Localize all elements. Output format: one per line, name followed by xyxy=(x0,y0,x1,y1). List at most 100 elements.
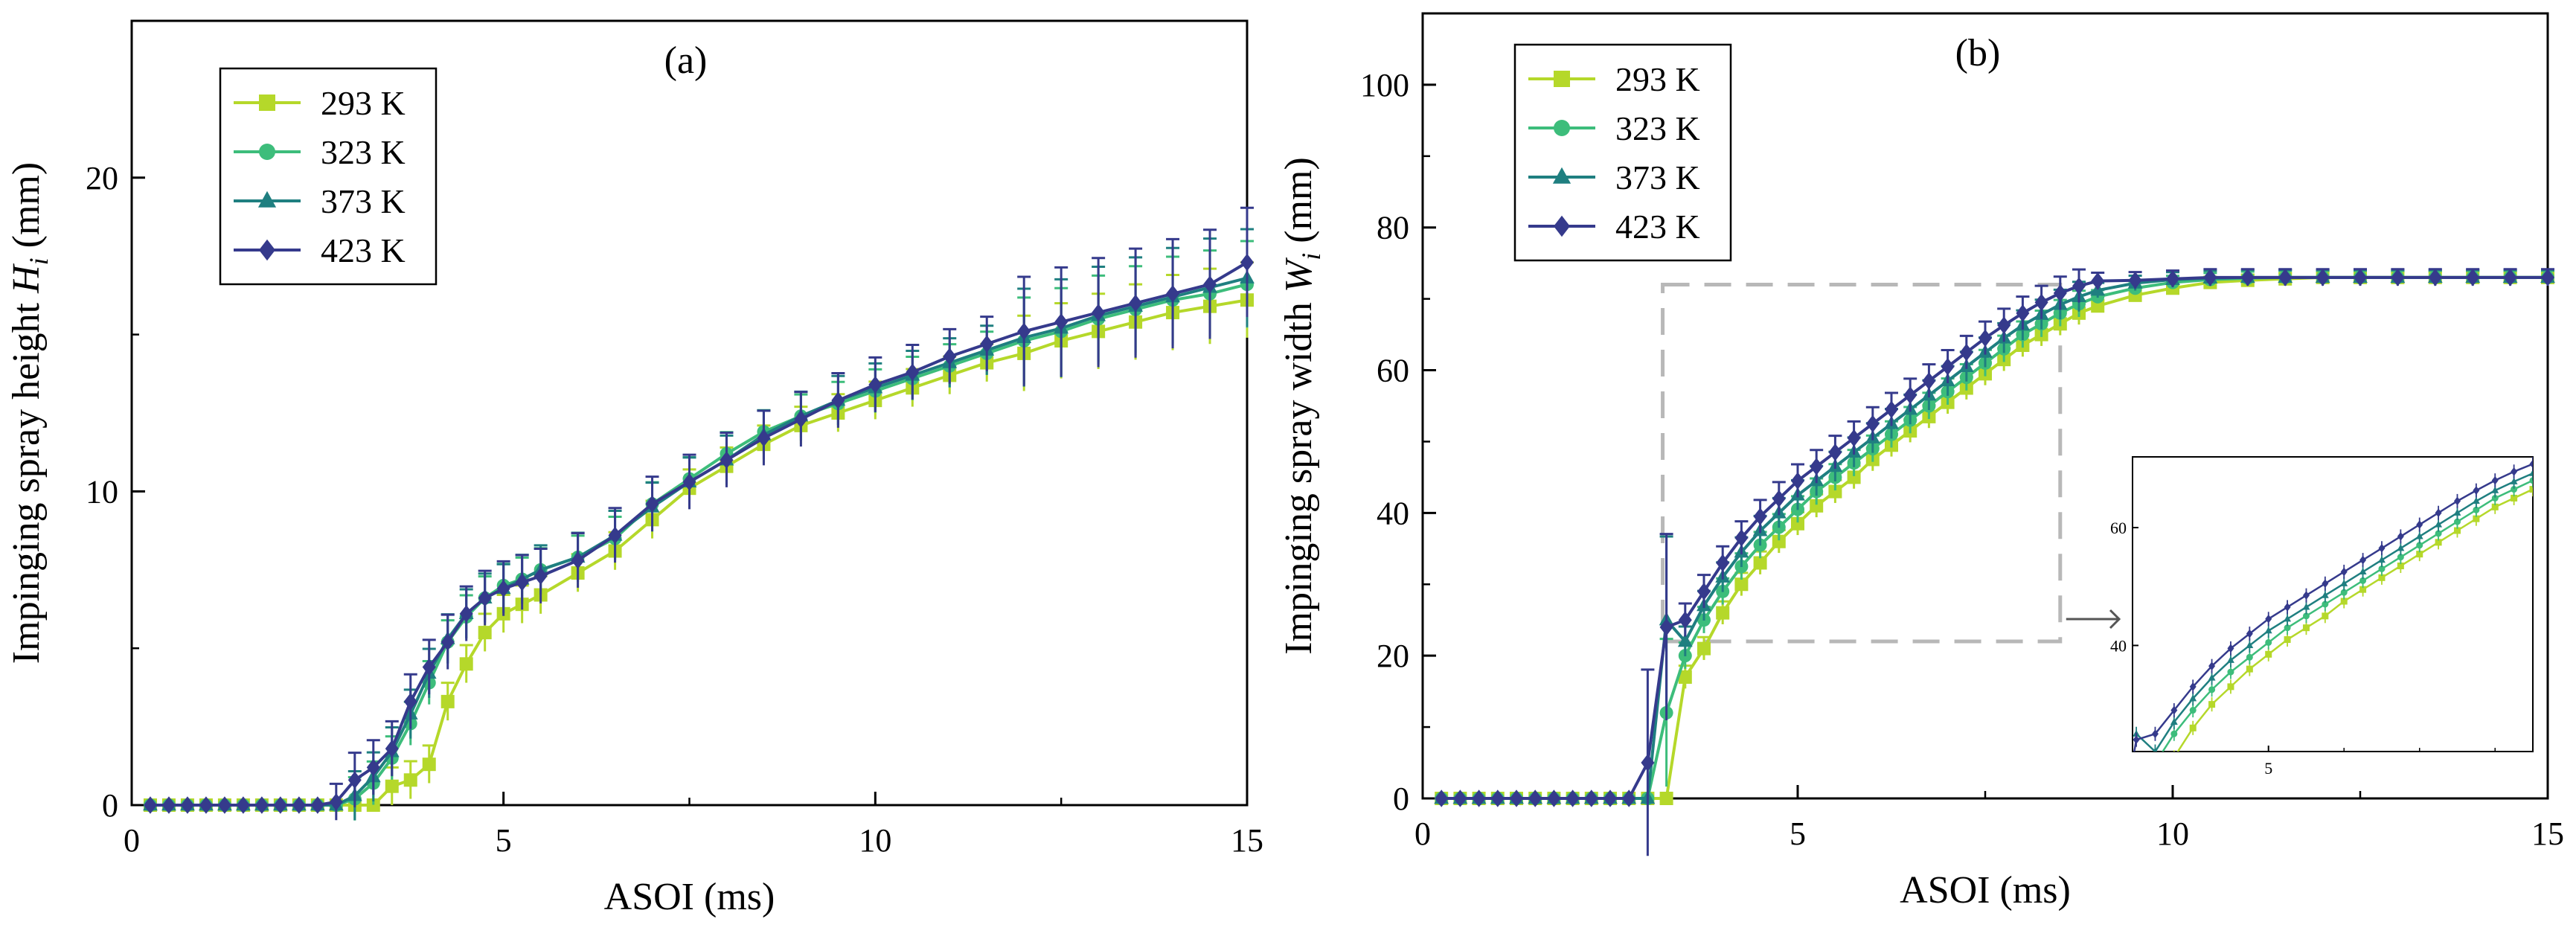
inset-data-point xyxy=(2473,515,2480,522)
data-point xyxy=(1810,499,1824,513)
data-point xyxy=(831,391,845,409)
data-point xyxy=(1584,789,1598,807)
inset-data-point xyxy=(2548,454,2555,463)
legend-label: 293 K xyxy=(1615,60,1700,98)
data-point xyxy=(2091,272,2105,290)
data-point xyxy=(1092,304,1106,321)
inset-data-point xyxy=(2208,673,2216,681)
inset-data-point xyxy=(2340,567,2348,577)
data-point xyxy=(217,796,231,814)
series-line xyxy=(150,276,1248,807)
inset-data-point xyxy=(2246,653,2253,661)
y-tick-label: 0 xyxy=(1393,781,1409,817)
data-point xyxy=(440,694,455,708)
inset-data-point xyxy=(2416,542,2423,549)
legend-marker xyxy=(1554,71,1570,87)
series-line xyxy=(150,298,1248,807)
inset-data-point xyxy=(2208,662,2216,671)
data-point xyxy=(366,798,380,812)
data-point xyxy=(2072,277,2086,295)
legend-label: 323 K xyxy=(1615,109,1700,147)
inset-data-point xyxy=(2378,543,2386,553)
data-point xyxy=(1734,529,1749,547)
inset-data-point xyxy=(2189,724,2197,731)
data-point xyxy=(1865,414,1880,433)
data-point xyxy=(868,376,882,394)
legend-marker xyxy=(259,94,275,111)
data-point xyxy=(1472,789,1486,807)
inset-data-point xyxy=(2265,638,2272,646)
data-point xyxy=(943,347,957,365)
data-point xyxy=(180,796,194,814)
inset-data-point xyxy=(2322,579,2329,589)
data-point xyxy=(906,363,920,381)
inset-data-point xyxy=(2265,614,2272,624)
data-point xyxy=(534,567,548,585)
inset-data-point xyxy=(2359,586,2367,593)
data-point xyxy=(1203,275,1217,293)
inset-data-point xyxy=(2453,518,2461,525)
data-point xyxy=(1678,611,1692,629)
legend-label: 373 K xyxy=(1615,158,1700,196)
inset-x-tick-label: 5 xyxy=(2264,759,2272,778)
inset-data-point xyxy=(2133,807,2140,814)
inset-data-point xyxy=(2246,629,2253,638)
data-point xyxy=(1772,534,1786,548)
series-373K xyxy=(143,228,1255,821)
data-point xyxy=(496,580,510,598)
inset-y-tick-label: 40 xyxy=(2110,636,2127,655)
data-point xyxy=(2466,269,2480,286)
legend-label: 423 K xyxy=(1615,208,1700,246)
inset-data-point xyxy=(2152,760,2159,766)
inset-y-tick-label: 60 xyxy=(2110,519,2127,537)
x-tick-label: 15 xyxy=(2531,816,2564,852)
legend-marker xyxy=(257,190,277,208)
inset-data-point xyxy=(2435,520,2443,528)
inset-data-point xyxy=(2453,527,2461,534)
data-point xyxy=(403,773,417,787)
data-point xyxy=(1753,507,1767,525)
data-point xyxy=(385,779,399,793)
data-point xyxy=(254,796,269,814)
legend-label: 373 K xyxy=(321,182,406,220)
data-point xyxy=(2203,269,2217,286)
inset-series-line xyxy=(2133,463,2533,752)
data-point xyxy=(1997,316,2011,334)
data-point xyxy=(1166,285,1180,303)
inset-data-point xyxy=(2284,636,2291,644)
data-point xyxy=(1453,789,1467,807)
inset-data-point xyxy=(2529,459,2533,469)
inset: 5 40 60 xyxy=(2066,454,2555,814)
data-point xyxy=(2128,272,2142,289)
inset-data-point xyxy=(2246,665,2253,673)
inset-data-point xyxy=(2302,603,2310,610)
data-point xyxy=(422,658,436,676)
data-point xyxy=(478,589,492,607)
inset-data-point xyxy=(2472,497,2480,504)
data-point xyxy=(1435,789,1449,807)
data-point xyxy=(571,551,585,569)
inset-data-point xyxy=(2189,682,2197,691)
inset-data-point xyxy=(2208,701,2216,708)
inset-data-point xyxy=(2473,506,2480,513)
inset-data-point xyxy=(2491,494,2499,502)
inset-data-point xyxy=(2491,475,2499,485)
inset-data-point xyxy=(2491,503,2499,510)
legend-marker xyxy=(1554,120,1570,136)
inset-data-point xyxy=(2511,467,2518,476)
data-point xyxy=(608,526,622,545)
x-tick-label: 10 xyxy=(859,822,891,859)
series-line xyxy=(150,260,1249,807)
legend-marker xyxy=(1552,167,1571,184)
inset-data-point xyxy=(2453,496,2461,506)
y-axis-label: Impinging spray width Wi (mm) xyxy=(1278,157,1326,655)
data-point xyxy=(1810,458,1824,475)
data-point xyxy=(2541,269,2554,286)
data-point xyxy=(161,796,176,814)
inset-data-point xyxy=(2529,477,2533,484)
panel-title: (b) xyxy=(1955,32,2001,74)
inset-data-point xyxy=(2416,551,2423,558)
panel-a: 0 5 10 15 0 10 20 ASOI (ms) Impinging spray heig… xyxy=(5,19,1263,918)
data-point xyxy=(1678,670,1692,684)
